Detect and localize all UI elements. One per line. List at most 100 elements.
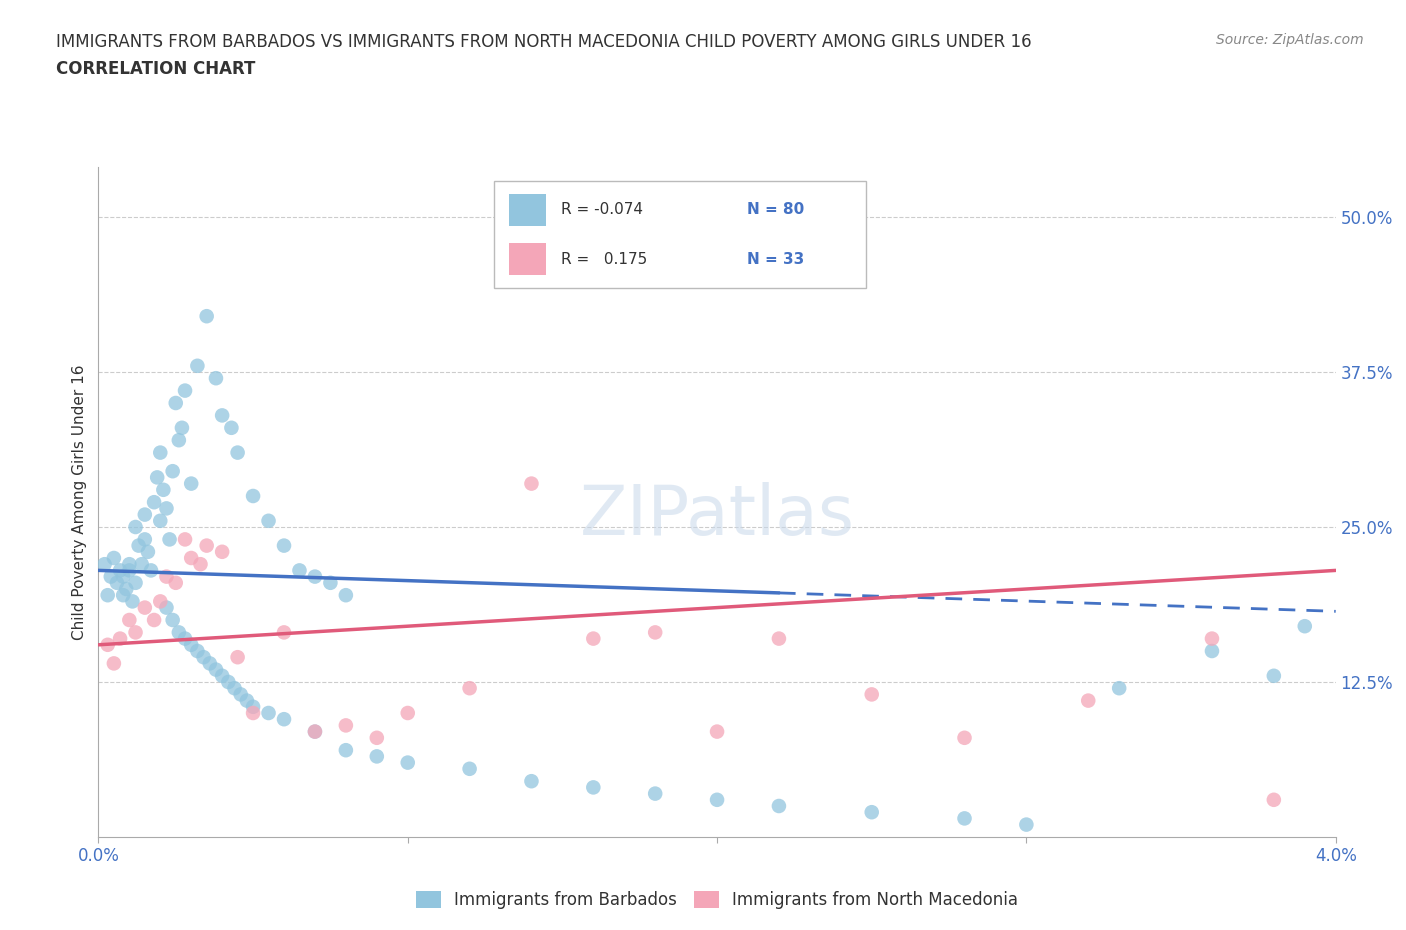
Point [134,532,156,547]
Point [112,588,135,603]
Point [143,613,166,628]
Point [103,656,125,671]
Point [304,569,326,584]
Point [174,532,197,547]
Point [100,569,122,584]
Point [118,557,141,572]
Point [706,792,728,807]
Point [226,650,249,665]
Point [366,730,388,745]
Point [205,371,228,386]
Point [273,711,295,726]
Point [180,551,202,565]
Point [162,613,184,628]
Point [190,557,212,572]
Point [1077,693,1099,708]
Point [1015,817,1038,832]
Point [108,631,131,646]
Point [304,724,326,739]
Point [288,563,311,578]
Point [319,576,342,591]
Point [768,631,790,646]
Point [146,470,169,485]
Point [134,507,156,522]
Point [134,600,156,615]
Point [520,476,543,491]
Point [304,724,326,739]
Point [124,520,146,535]
Point [226,445,249,460]
Point [211,669,233,684]
Point [273,625,295,640]
Point [118,613,141,628]
Point [186,358,208,373]
Point [582,631,605,646]
Point [860,687,883,702]
Point [128,538,150,553]
Point [242,488,264,503]
Point [167,432,190,447]
Point [458,762,481,777]
Point [953,730,976,745]
Point [335,718,357,733]
Point [174,631,197,646]
Point [211,544,233,559]
Point [143,495,166,510]
Y-axis label: Child Poverty Among Girls Under 16: Child Poverty Among Girls Under 16 [72,365,87,640]
Point [105,576,128,591]
Point [396,706,419,721]
Point [335,588,357,603]
Point [860,804,883,819]
Point [121,594,143,609]
Point [124,576,146,591]
Point [1263,669,1285,684]
Point [1201,631,1223,646]
Point [224,681,246,696]
Point [131,557,153,572]
Text: Source: ZipAtlas.com: Source: ZipAtlas.com [1216,33,1364,46]
Point [257,706,280,721]
Point [118,563,141,578]
Point [155,600,177,615]
Point [108,563,131,578]
Point [458,681,481,696]
Point [170,420,193,435]
Point [366,749,388,764]
Point [112,569,135,584]
Point [1108,681,1130,696]
Text: CORRELATION CHART: CORRELATION CHART [56,60,256,78]
Legend: Immigrants from Barbados, Immigrants from North Macedonia: Immigrants from Barbados, Immigrants fro… [409,884,1025,916]
Point [193,650,215,665]
Point [706,724,728,739]
Point [180,476,202,491]
Point [217,674,239,689]
Point [229,687,252,702]
Point [139,563,162,578]
Point [180,637,202,652]
Point [582,780,605,795]
Point [520,774,543,789]
Point [211,408,233,423]
Point [115,581,138,596]
Point [205,662,228,677]
Point [335,743,357,758]
Point [165,395,187,410]
Point [93,557,115,572]
Point [152,483,174,498]
Point [136,544,159,559]
Point [1263,792,1285,807]
Point [195,309,218,324]
Point [1201,644,1223,658]
Point [149,445,172,460]
Point [149,513,172,528]
Point [167,625,190,640]
Point [242,706,264,721]
Point [644,625,666,640]
Point [953,811,976,826]
Point [242,699,264,714]
Point [186,644,208,658]
Point [174,383,197,398]
Point [1294,618,1316,633]
Point [221,420,243,435]
Point [155,501,177,516]
